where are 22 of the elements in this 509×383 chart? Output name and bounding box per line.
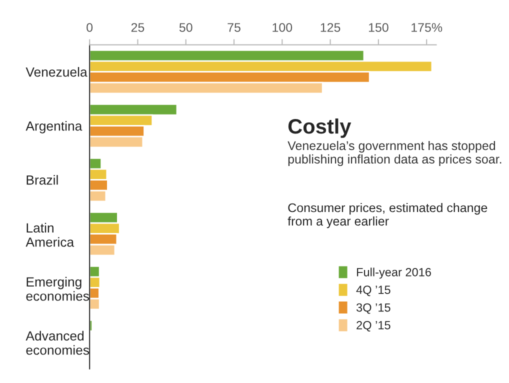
y-tick-label: Advanced economies [26, 330, 90, 355]
y-tick-label: Venezuela [26, 67, 88, 77]
x-tick-label: 175% [412, 23, 442, 32]
x-tick-label: 25 [131, 23, 144, 32]
x-tick-label: 150 [368, 23, 388, 32]
legend-label: 2Q ’15 [356, 321, 390, 332]
legend-label: 3Q ’15 [356, 303, 390, 314]
x-tick-label: 125 [320, 23, 340, 32]
x-tick-label: 100 [272, 23, 292, 32]
x-tick-label: 50 [179, 23, 192, 32]
y-tick-label: Argentina [26, 121, 82, 134]
y-tick-label: Emerging economies [26, 276, 90, 301]
text: Costly [288, 118, 352, 138]
bar [90, 320, 93, 332]
legend-label: Full-year 2016 [357, 268, 431, 279]
legend-label: 4Q ’15 [356, 286, 390, 296]
y-tick-label: Latin America [26, 222, 74, 247]
text: Venezuela’s government has stopped publishing inflation data as prices soar. [288, 140, 502, 166]
y-tick-label: Brazil [26, 175, 58, 185]
x-tick-label: 0 [86, 23, 93, 32]
x-tick-label: 75 [228, 23, 240, 32]
legend-title: Consumer prices, estimated change from a year earlier [288, 202, 488, 228]
